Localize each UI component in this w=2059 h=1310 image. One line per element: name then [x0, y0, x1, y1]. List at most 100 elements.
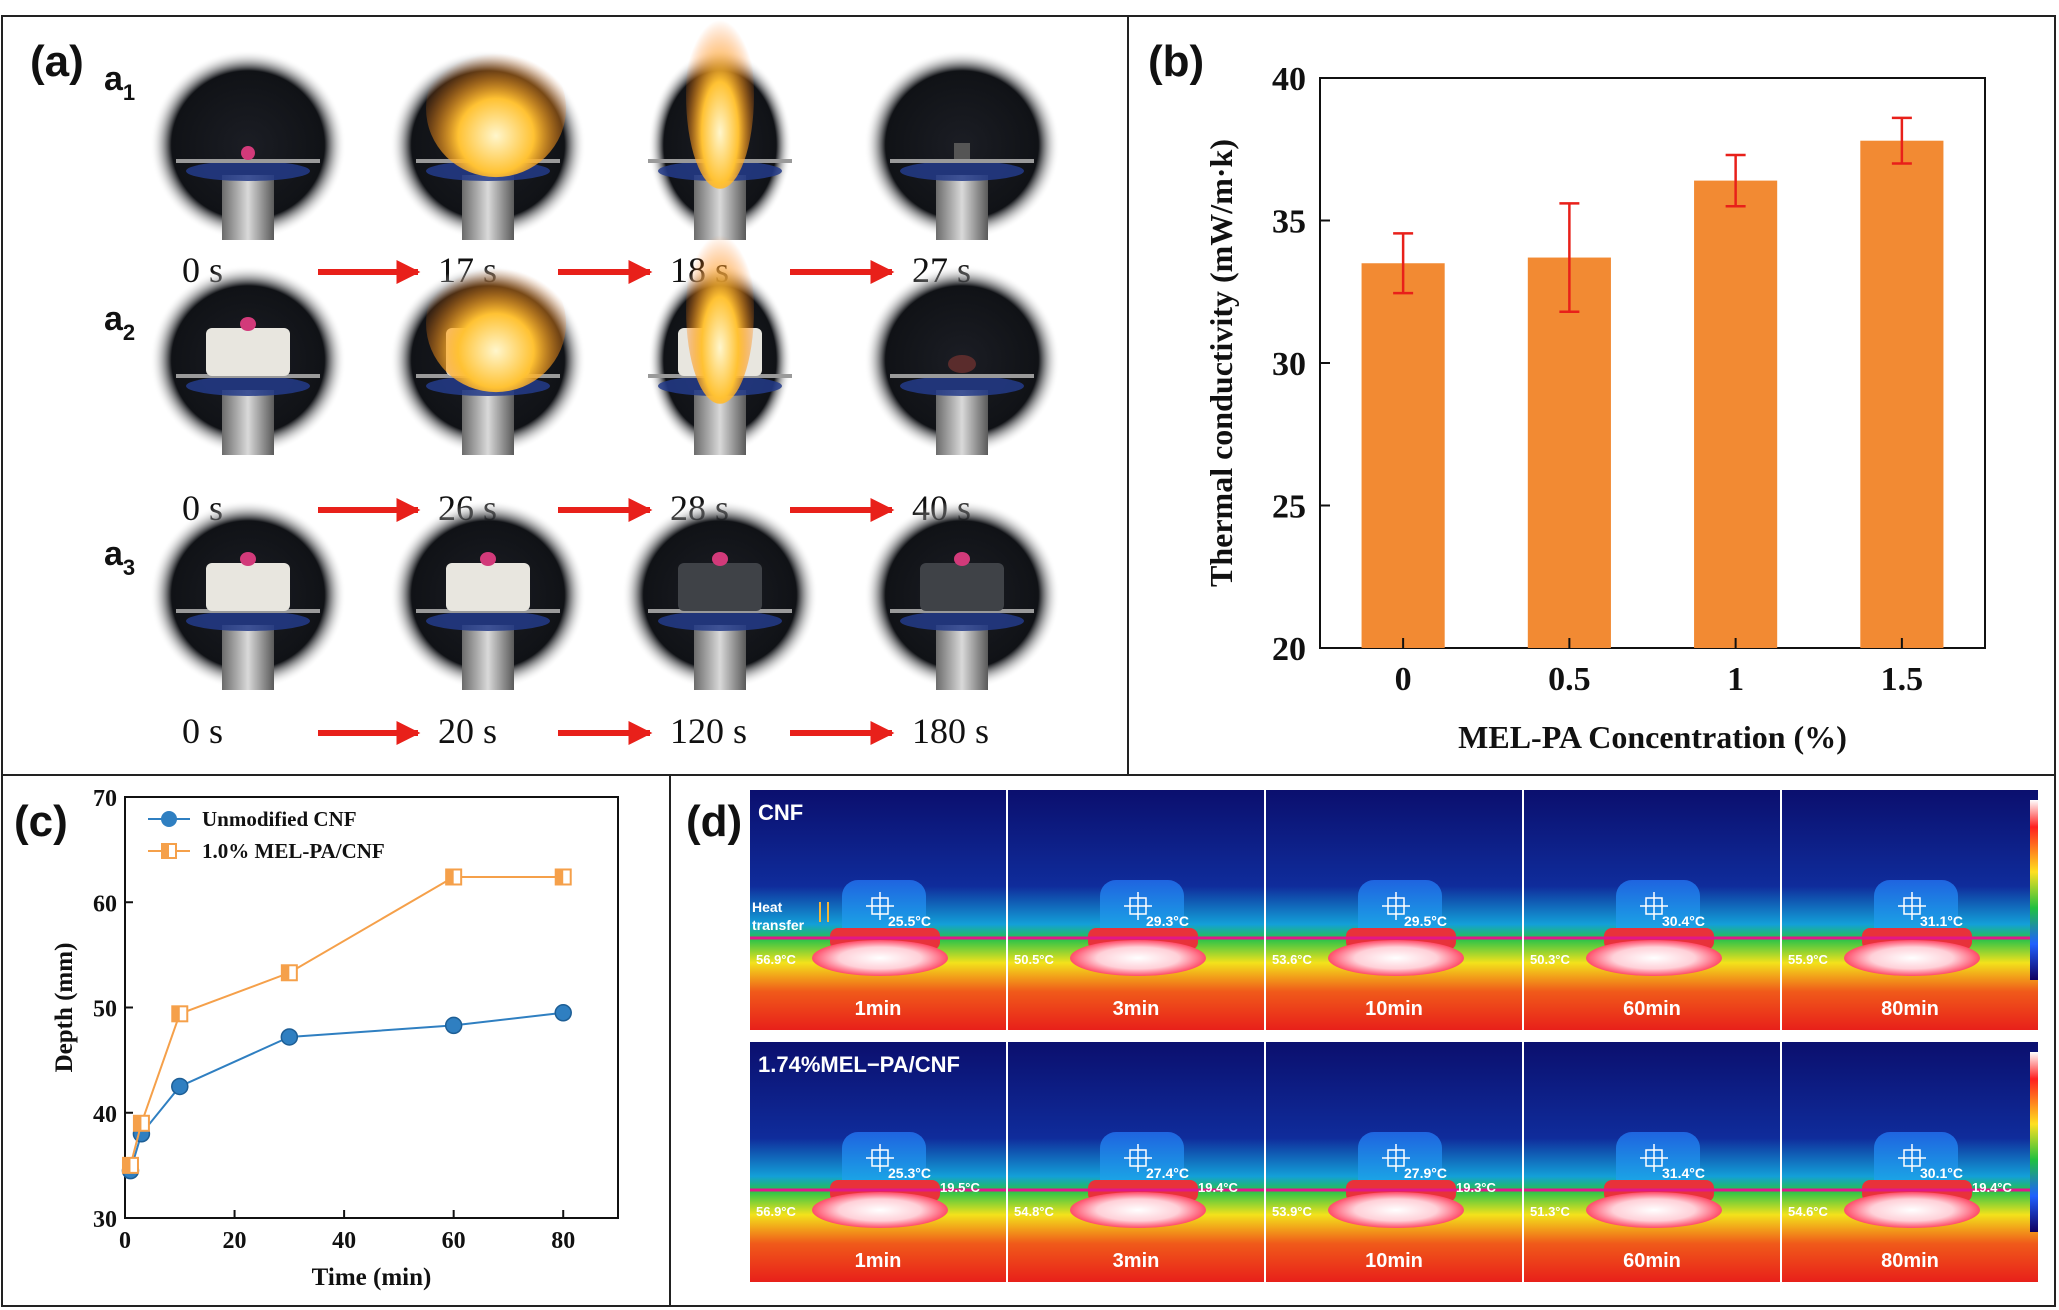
thermal-image: 27.9°C 53.9°C 19.3°C 10min — [1266, 1042, 1522, 1282]
elapsed-time: 60min — [1623, 998, 1681, 1020]
heat-source — [1328, 940, 1464, 976]
top-temperature: 30.1°C — [1920, 1165, 1963, 1181]
row-title: 1.74%MEL−PA/CNF — [758, 1052, 960, 1077]
indicator-dot — [241, 146, 255, 160]
flame-test-photo — [648, 1, 792, 240]
data-point — [554, 1004, 572, 1022]
flame-test-photo — [622, 500, 818, 690]
time-label: 120 s — [670, 711, 747, 751]
top-temperature: 29.3°C — [1146, 913, 1189, 929]
panel-d: (d) 25.5°C 56.9°C 1min 29.3°C 50.5°C 3min 29.5… — [686, 790, 2038, 1282]
heat-source — [1328, 1192, 1464, 1228]
burner-tube — [462, 390, 514, 455]
series-line — [129, 1011, 564, 1171]
aerogel-sample — [446, 563, 530, 611]
x-tick-label: 20 — [223, 1228, 247, 1254]
residue — [954, 143, 970, 159]
heat-transfer-label: transfer — [752, 917, 805, 933]
elapsed-time: 3min — [1113, 1250, 1160, 1272]
aerogel-sample — [206, 563, 290, 611]
y-tick-label: 70 — [93, 786, 117, 812]
flame-test-photo — [864, 50, 1060, 240]
burner-tube — [936, 390, 988, 455]
y-tick-label: 40 — [1272, 61, 1306, 98]
flame-test-photo — [390, 500, 586, 690]
heat-source — [1070, 1192, 1206, 1228]
top-temperature: 30.4°C — [1662, 913, 1705, 929]
flame-test-photo — [864, 500, 1060, 690]
top-temperature: 27.9°C — [1404, 1165, 1447, 1181]
panel-a-label: (a) — [30, 37, 84, 86]
top-temperature: 29.5°C — [1404, 913, 1447, 929]
y-tick-label: 30 — [93, 1207, 117, 1233]
side-temperature: 19.4°C — [1972, 1180, 2013, 1195]
flame — [686, 216, 754, 404]
thermal-image: 25.3°C 56.9°C 19.5°C 1min — [750, 1042, 1006, 1282]
aerogel-sample — [678, 563, 762, 611]
indicator-dot — [480, 552, 496, 566]
bottom-temperature: 50.3°C — [1530, 952, 1571, 967]
top-temperature: 25.5°C — [888, 913, 931, 929]
x-tick-label: 0 — [1395, 661, 1412, 698]
panel-a-row-label: a1 — [104, 60, 135, 105]
burner-tube — [222, 625, 274, 690]
bottom-temperature: 56.9°C — [756, 952, 797, 967]
burner-tube — [936, 175, 988, 240]
x-tick-label: 0 — [119, 1228, 131, 1254]
burner-flame-base — [658, 611, 782, 631]
burner-tube — [462, 175, 514, 240]
elapsed-time: 10min — [1365, 998, 1423, 1020]
flame-test-photo — [648, 216, 792, 455]
side-temperature: 19.4°C — [1198, 1180, 1239, 1195]
y-tick-label: 25 — [1272, 489, 1306, 526]
x-tick-label: 40 — [332, 1228, 356, 1254]
flame-test-photo — [150, 265, 346, 455]
thermal-image: 25.5°C 56.9°C 1min — [750, 790, 1006, 1030]
panel-a-row-label: a3 — [104, 535, 135, 580]
panel-a-row-label: a2 — [104, 300, 135, 345]
bottom-temperature: 54.6°C — [1788, 1204, 1829, 1219]
flame — [426, 254, 566, 393]
flame-test-photo — [390, 39, 586, 240]
heat-source — [1844, 1192, 1980, 1228]
row-title: CNF — [758, 800, 803, 825]
legend-marker-fill — [162, 844, 169, 858]
thermal-image: 29.5°C 53.6°C 10min — [1266, 790, 1522, 1030]
time-label: 0 s — [182, 711, 223, 751]
burner-flame-base — [900, 611, 1024, 631]
bar — [1361, 263, 1445, 648]
heat-source — [1586, 1192, 1722, 1228]
bar — [1860, 140, 1944, 648]
panel-c: (c) 30 40 50 60 70 0 20 40 60 80 Unmodified CNF 1.0… — [14, 786, 619, 1291]
panel-d-label: (d) — [686, 797, 742, 846]
data-point — [280, 1028, 299, 1046]
indicator-dot — [240, 317, 256, 331]
bottom-temperature: 50.5°C — [1014, 952, 1055, 967]
burner-flame-base — [186, 376, 310, 396]
aerogel-sample — [206, 328, 290, 376]
burner-tube — [222, 175, 274, 240]
thermal-image: 29.3°C 50.5°C 3min — [1008, 790, 1264, 1030]
thermal-image: 31.4°C 51.3°C 60min — [1524, 1042, 1780, 1282]
data-point — [171, 1077, 189, 1096]
heat-source — [1844, 940, 1980, 976]
top-temperature: 31.4°C — [1662, 1165, 1705, 1181]
x-axis-title: Time (min) — [312, 1264, 432, 1291]
data-point-fill — [122, 1157, 131, 1173]
data-point-fill — [133, 1115, 142, 1131]
temperature-scale-bar — [2030, 1052, 2038, 1232]
flame — [426, 39, 566, 178]
burner-flame-base — [186, 161, 310, 181]
y-tick-label: 50 — [93, 997, 117, 1023]
burner-tube — [462, 625, 514, 690]
legend-label: Unmodified CNF — [202, 807, 357, 831]
top-temperature: 31.1°C — [1920, 913, 1963, 929]
y-axis-title: Depth (mm) — [51, 943, 78, 1073]
panel-b: (b) 20 25 30 35 40 0 0.5 1 1.5 MEL-PA Concentrati… — [1148, 37, 1986, 755]
bar — [1694, 180, 1778, 648]
elapsed-time: 10min — [1365, 1250, 1423, 1272]
top-temperature: 27.4°C — [1146, 1165, 1189, 1181]
flame-test-photo — [390, 254, 586, 455]
